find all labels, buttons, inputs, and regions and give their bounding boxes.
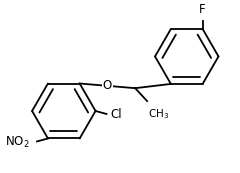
Text: NO$_2$: NO$_2$ [6, 135, 30, 150]
Text: O: O [103, 79, 112, 92]
Text: CH$_3$: CH$_3$ [148, 107, 169, 121]
Text: Cl: Cl [110, 108, 122, 121]
Text: F: F [199, 3, 206, 16]
